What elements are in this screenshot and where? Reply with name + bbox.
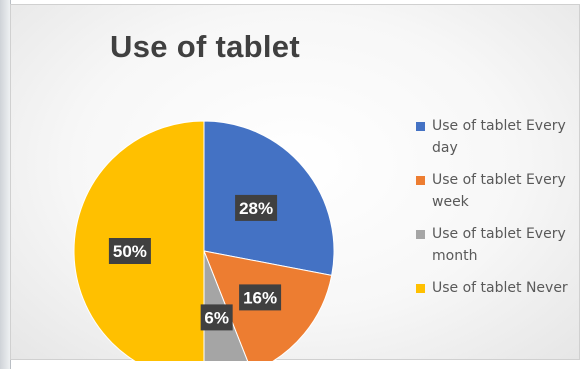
data-label-text: 28% <box>239 199 273 218</box>
data-label-every-month: 6% <box>200 304 233 331</box>
legend-label-line1: Use of tablet Every <box>432 172 566 188</box>
data-label-background <box>108 238 151 264</box>
legend-label-line2: day <box>432 140 458 156</box>
data-label-background <box>200 304 233 331</box>
legend-item-every-month[interactable]: Use of tablet Every month <box>416 223 584 267</box>
legend-item-every-day[interactable]: Use of tablet Every day <box>416 115 584 159</box>
legend-swatch <box>416 230 425 239</box>
legend-label-line1: Use of tablet Every <box>432 118 566 134</box>
chart-title: Use of tablet <box>110 29 300 64</box>
legend-label-line2: month <box>432 248 478 264</box>
data-label-never: 50% <box>108 238 151 264</box>
chart-area[interactable]: Use of tablet 28% 16% 6% 50% Use of tablet … <box>10 4 580 361</box>
data-label-every-week: 16% <box>239 284 282 311</box>
legend-label-line1: Use of tablet Every <box>432 226 566 242</box>
data-label-text: 6% <box>204 308 229 327</box>
legend-swatch <box>416 122 425 131</box>
legend-item-never[interactable]: Use of tablet Never <box>416 277 584 299</box>
data-label-every-day: 28% <box>235 194 278 221</box>
data-label-background <box>235 194 278 221</box>
legend-item-every-week[interactable]: Use of tablet Every week <box>416 169 584 213</box>
legend-swatch <box>416 284 425 293</box>
legend-label-line2: week <box>432 194 469 210</box>
legend: Use of tablet Every day Use of tablet Ever… <box>416 115 584 309</box>
legend-swatch <box>416 176 425 185</box>
data-label-text: 16% <box>243 288 277 307</box>
data-label-text: 50% <box>113 242 147 261</box>
pie-chart: 28% 16% 6% 50% <box>73 120 335 361</box>
data-label-background <box>239 284 282 311</box>
legend-label-line1: Use of tablet Never <box>432 280 568 296</box>
